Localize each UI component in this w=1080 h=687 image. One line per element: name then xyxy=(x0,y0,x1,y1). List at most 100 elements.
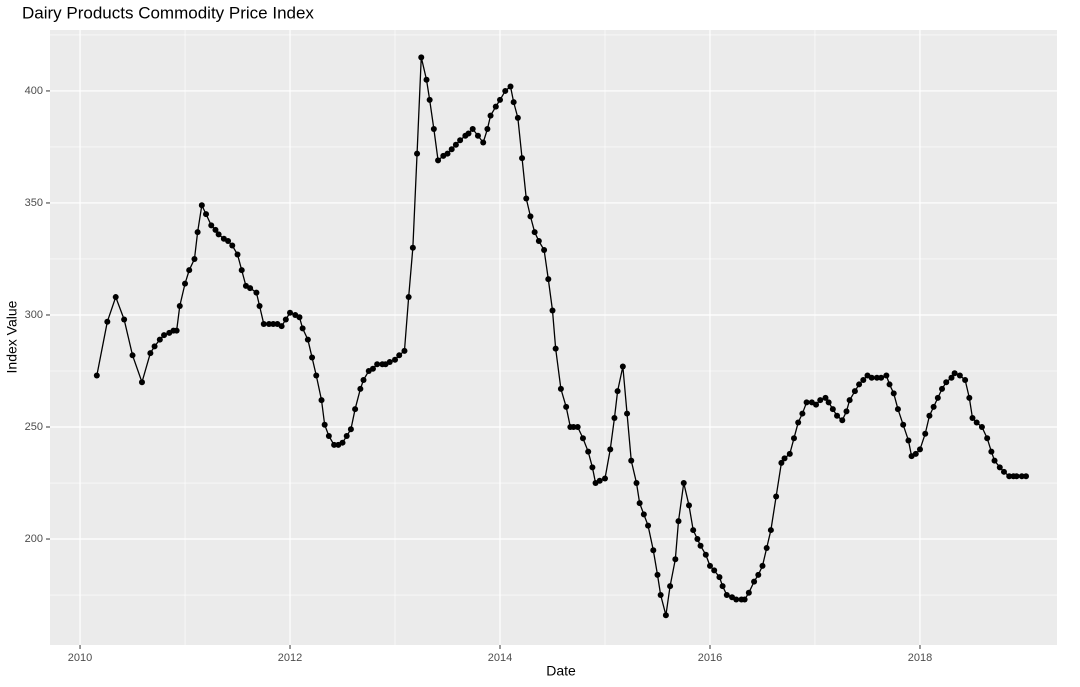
data-point xyxy=(552,345,559,352)
data-point xyxy=(822,394,829,401)
y-axis-title: Index Value xyxy=(4,300,20,373)
data-point xyxy=(325,432,332,439)
data-point xyxy=(309,354,316,361)
plot-panel xyxy=(50,30,1057,645)
data-point xyxy=(878,374,885,381)
data-point xyxy=(1013,473,1020,480)
data-point xyxy=(161,332,168,339)
data-point xyxy=(369,365,376,372)
data-point xyxy=(939,385,946,392)
data-point xyxy=(825,399,832,406)
data-point xyxy=(430,126,437,133)
data-point xyxy=(386,359,393,366)
data-point xyxy=(943,379,950,386)
data-point xyxy=(208,222,215,229)
data-point xyxy=(492,103,499,110)
data-point xyxy=(347,426,354,433)
data-point xyxy=(589,464,596,471)
data-point xyxy=(596,477,603,484)
data-point xyxy=(607,446,614,453)
data-point xyxy=(129,352,136,359)
data-point xyxy=(401,347,408,354)
data-point xyxy=(951,370,958,377)
data-point xyxy=(886,381,893,388)
data-point xyxy=(121,316,128,323)
data-point xyxy=(978,424,985,431)
data-point xyxy=(523,195,530,202)
data-point xyxy=(266,320,273,327)
data-point xyxy=(834,412,841,419)
y-tick-label: 400 xyxy=(25,85,43,97)
data-point xyxy=(745,589,752,596)
data-point xyxy=(675,518,682,525)
data-point xyxy=(751,578,758,585)
data-point xyxy=(795,419,802,426)
data-point xyxy=(321,421,328,428)
chart-title: Dairy Products Commodity Price Index xyxy=(22,3,314,22)
data-point xyxy=(331,441,338,448)
data-point xyxy=(601,475,608,482)
data-point xyxy=(614,388,621,395)
data-point xyxy=(570,424,577,431)
data-point xyxy=(343,432,350,439)
data-point xyxy=(147,350,154,357)
data-point xyxy=(270,320,277,327)
data-point xyxy=(176,303,183,310)
data-point xyxy=(282,316,289,323)
data-point xyxy=(352,406,359,413)
data-point xyxy=(469,126,476,133)
x-tick-label: 2018 xyxy=(908,652,932,664)
y-tick-label: 350 xyxy=(25,197,43,209)
data-point xyxy=(191,255,198,262)
x-tick-label: 2010 xyxy=(68,652,92,664)
data-point xyxy=(510,99,517,106)
data-point xyxy=(156,336,163,343)
data-point xyxy=(198,202,205,209)
data-point xyxy=(435,157,442,164)
data-point xyxy=(790,435,797,442)
data-point xyxy=(767,527,774,534)
x-tick-label: 2012 xyxy=(278,652,302,664)
data-point xyxy=(426,96,433,103)
data-point xyxy=(423,76,430,83)
data-point xyxy=(633,480,640,487)
data-point xyxy=(706,562,713,569)
data-point xyxy=(541,247,548,254)
data-point xyxy=(186,267,193,274)
data-point xyxy=(563,403,570,410)
data-point xyxy=(640,511,647,518)
data-point xyxy=(260,320,267,327)
data-point xyxy=(452,141,459,148)
data-point xyxy=(829,406,836,413)
data-point xyxy=(926,412,933,419)
data-point xyxy=(843,408,850,415)
data-point xyxy=(786,450,793,457)
data-point xyxy=(465,130,472,137)
data-point xyxy=(697,542,704,549)
data-point xyxy=(256,303,263,310)
data-point xyxy=(480,139,487,146)
data-point xyxy=(299,325,306,332)
data-point xyxy=(817,397,824,404)
data-point xyxy=(549,307,556,314)
data-point xyxy=(215,231,222,238)
data-point xyxy=(890,390,897,397)
data-point xyxy=(741,596,748,603)
data-point xyxy=(690,527,697,534)
data-point xyxy=(225,238,232,245)
data-point xyxy=(104,318,111,325)
data-point xyxy=(930,403,937,410)
data-point xyxy=(535,238,542,245)
data-point xyxy=(287,309,294,316)
data-point xyxy=(234,251,241,258)
data-point xyxy=(545,276,552,283)
data-point xyxy=(654,571,661,578)
data-point xyxy=(860,376,867,383)
x-tick-label: 2014 xyxy=(488,652,512,664)
data-point xyxy=(846,397,853,404)
data-point xyxy=(238,267,245,274)
data-point xyxy=(996,464,1003,471)
data-point xyxy=(912,450,919,457)
data-point xyxy=(484,126,491,133)
data-point xyxy=(966,394,973,401)
